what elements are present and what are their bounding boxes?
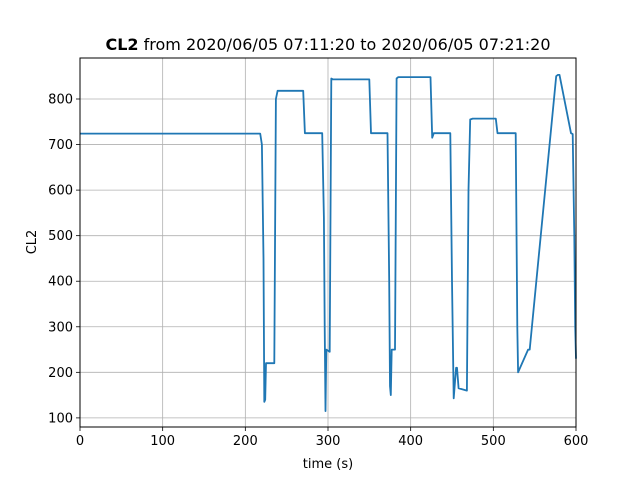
x-tick-label: 600: [564, 434, 589, 449]
x-tick-label: 200: [233, 434, 258, 449]
grid: [79, 58, 577, 427]
chart-title: CL2 from 2020/06/05 07:11:20 to 2020/06/…: [105, 35, 550, 54]
x-tick-label: 0: [76, 434, 84, 449]
x-tick-label: 400: [398, 434, 423, 449]
x-tick-label: 100: [150, 434, 175, 449]
y-tick-label: 600: [48, 184, 73, 199]
ticks: 0 100 200 300 400 500 600100200300400500600700…: [48, 93, 588, 450]
y-tick-label: 400: [48, 275, 73, 290]
series-line: [80, 74, 577, 413]
y-tick-label: 700: [48, 138, 73, 153]
x-tick-label: 300: [316, 434, 341, 449]
y-tick-label: 300: [48, 320, 73, 335]
x-axis-label: time (s): [303, 457, 353, 472]
series-layer: [80, 74, 577, 413]
y-tick-label: 500: [48, 229, 73, 244]
y-tick-label: 800: [48, 93, 73, 108]
y-tick-label: 100: [48, 411, 73, 426]
chart-title-bold: CL2: [105, 35, 138, 54]
y-axis-label: CL2: [25, 230, 40, 255]
x-tick-label: 500: [481, 434, 506, 449]
y-tick-label: 200: [48, 366, 73, 381]
chart-title-rest: from 2020/06/05 07:11:20 to 2020/06/05 0…: [139, 35, 551, 54]
